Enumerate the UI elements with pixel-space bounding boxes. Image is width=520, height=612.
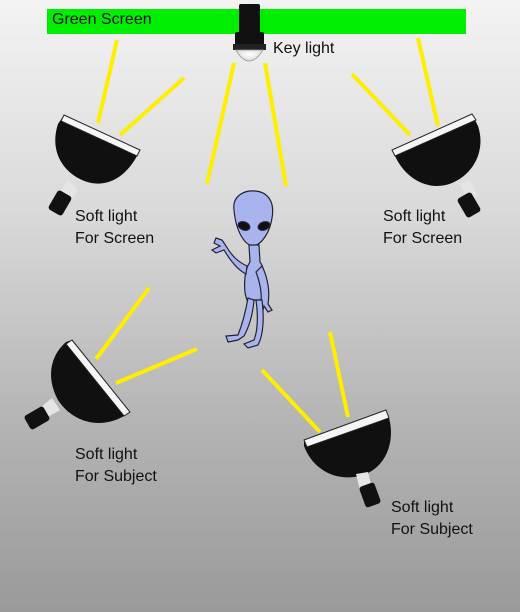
beam-screen-right-1 bbox=[416, 37, 440, 127]
softbox-subject-right-body bbox=[303, 409, 391, 508]
beam-subject-left-2 bbox=[115, 347, 198, 385]
screen-right-light-label: Soft light For Screen bbox=[383, 206, 462, 250]
screen-left-label-line2: For Screen bbox=[75, 230, 155, 247]
alien-figure-icon bbox=[210, 190, 274, 349]
softbox-subject-left-body bbox=[24, 339, 131, 430]
screen-left-label-line1: Soft light bbox=[75, 208, 138, 225]
screen-right-label-line1: Soft light bbox=[383, 208, 446, 225]
subject-right-label-line2: For Subject bbox=[391, 521, 473, 538]
subject-left-label-line2: For Subject bbox=[75, 468, 157, 485]
beam-subject-right-2 bbox=[328, 331, 350, 418]
screen-right-label-line2: For Screen bbox=[383, 230, 463, 247]
beam-subject-left-1 bbox=[94, 286, 151, 361]
beam-key-2 bbox=[263, 62, 288, 187]
beam-screen-right-2 bbox=[350, 72, 412, 137]
screen-left-light-label: Soft light For Screen bbox=[75, 206, 154, 250]
green-screen-label: Green Screen bbox=[52, 11, 152, 28]
key-light-label: Key light bbox=[273, 40, 335, 57]
subject-right-label-line1: Soft light bbox=[391, 499, 454, 516]
key-light-lamp-icon bbox=[233, 4, 266, 62]
beam-screen-left-2 bbox=[118, 76, 186, 137]
beam-key-1 bbox=[205, 62, 236, 185]
subject-left-light-label: Soft light For Subject bbox=[75, 444, 157, 488]
subject-right-light-label: Soft light For Subject bbox=[391, 497, 473, 541]
beam-screen-left-1 bbox=[96, 39, 119, 124]
softbox-screen-left-body bbox=[48, 114, 141, 216]
subject-left-label-line1: Soft light bbox=[75, 446, 138, 463]
light-beams bbox=[94, 37, 440, 434]
softbox-screen-right-body bbox=[391, 113, 481, 218]
beam-subject-right-1 bbox=[260, 368, 322, 434]
